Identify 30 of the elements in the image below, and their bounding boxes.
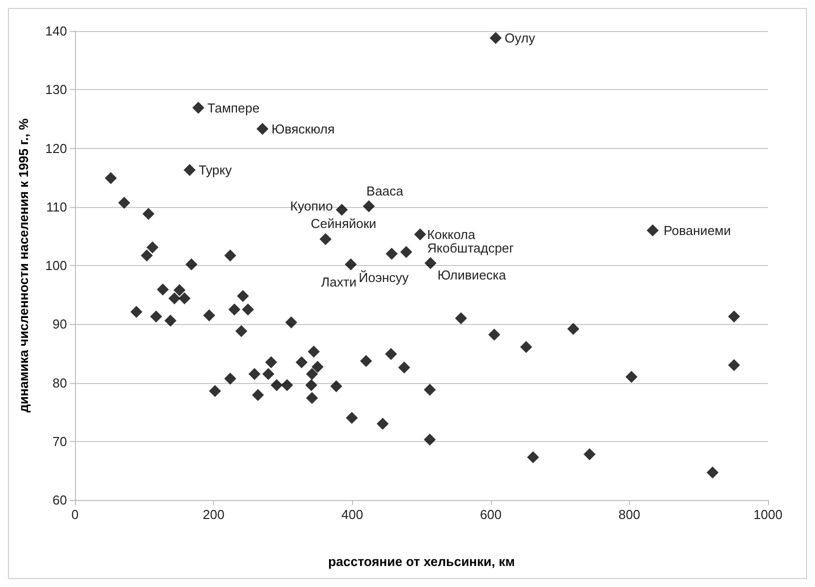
x-tick-label: 0 xyxy=(71,507,79,522)
y-tick-label: 110 xyxy=(46,199,67,214)
annotation: Сейняйоки xyxy=(310,216,376,232)
annotation: Коккола xyxy=(427,226,476,242)
x-tick-label: 200 xyxy=(202,507,224,522)
y-tick-label: 90 xyxy=(52,316,67,332)
annotation: Рованиеми xyxy=(664,222,731,238)
y-tick-label: 140 xyxy=(45,24,67,38)
y-axis-title: динамика численности населения к 1995 г., % xyxy=(16,118,31,413)
y-tick-label: 120 xyxy=(45,140,67,156)
annotation: Лахти xyxy=(321,274,356,290)
x-tick-label: 1000 xyxy=(754,507,782,522)
x-tick-label: 800 xyxy=(618,507,640,522)
x-tick-label: 400 xyxy=(341,507,364,522)
annotation: Куопио xyxy=(290,198,333,214)
y-tick-label: 70 xyxy=(52,434,67,449)
annotation: Тампере xyxy=(207,100,260,116)
y-tick-label: 130 xyxy=(45,82,67,98)
annotation: Ювяскюля xyxy=(271,121,335,136)
y-tick-label: 80 xyxy=(52,375,67,390)
annotation: Оулу xyxy=(504,30,536,46)
y-tick-label: 100 xyxy=(45,258,67,273)
annotation: Йоэнсуу xyxy=(358,270,410,285)
y-tick-label: 60 xyxy=(52,492,67,508)
annotation: Турку xyxy=(198,162,232,178)
annotation: Вааса xyxy=(366,183,404,198)
annotation: Якобштадсрег xyxy=(427,240,514,256)
x-tick-label: 600 xyxy=(480,507,502,522)
x-axis-title: расстояние от хельсинки, км xyxy=(328,554,515,569)
annotation: Юливиеска xyxy=(438,268,507,283)
